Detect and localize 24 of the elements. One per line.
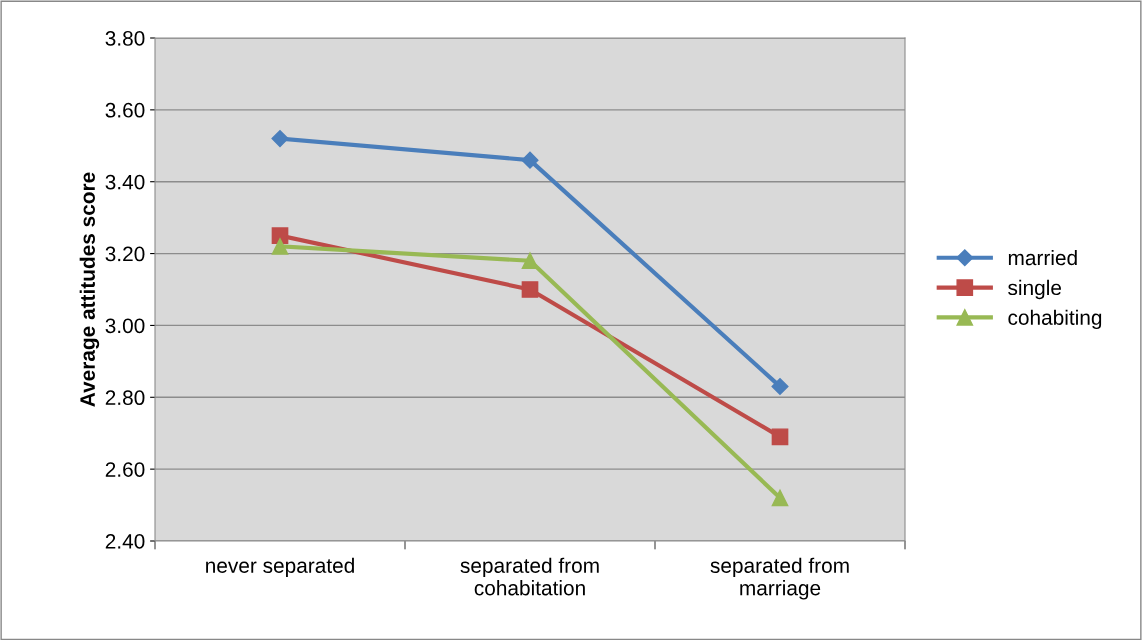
y-tick-label: 3.80 — [105, 31, 145, 46]
y-tick-label: 2.80 — [105, 390, 145, 406]
point — [771, 428, 789, 446]
x-tick-label: never separated — [206, 557, 354, 578]
point — [271, 227, 289, 244]
point — [521, 252, 539, 270]
y-axis-title: Average attitudes score — [79, 172, 100, 407]
point — [771, 377, 789, 396]
y-tick-label: 3.20 — [105, 246, 145, 262]
point — [271, 130, 289, 148]
legend-label: married — [1008, 249, 1077, 266]
y-tick-label: 3.60 — [105, 102, 145, 118]
y-tick-label: 2.40 — [105, 534, 145, 549]
y-tick-label: 2.60 — [105, 462, 145, 477]
x-tick-label: separated from marriage — [710, 557, 849, 600]
point — [521, 151, 539, 169]
y-tick-label: 3.00 — [105, 318, 145, 334]
point — [771, 489, 789, 507]
x-tick-label: separated from cohabitation — [460, 557, 599, 596]
legend-label: cohabiting — [1008, 309, 1102, 330]
point — [521, 281, 539, 298]
legend-label: single — [1008, 279, 1062, 300]
point — [271, 238, 289, 255]
y-tick-label: 3.40 — [105, 174, 145, 190]
